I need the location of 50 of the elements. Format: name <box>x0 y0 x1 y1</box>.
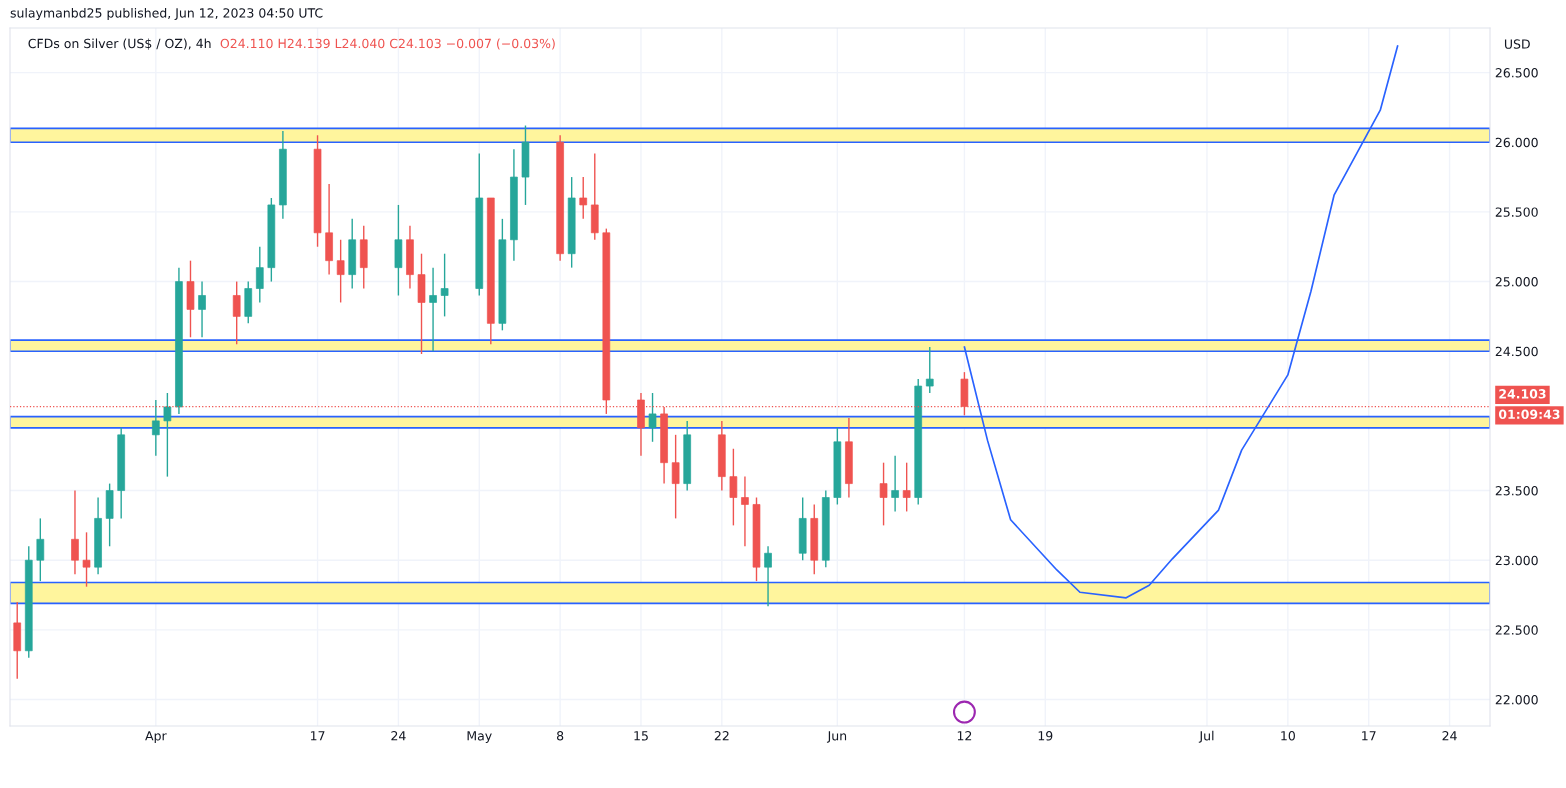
candlestick <box>925 346 934 394</box>
x-tick-label: 17 <box>310 731 325 741</box>
candlestick <box>764 545 772 607</box>
candlestick <box>579 176 588 220</box>
x-tick-label: 8 <box>557 731 564 741</box>
y-tick-label: 25.500 <box>1495 207 1538 217</box>
candlestick <box>255 246 264 304</box>
candlestick <box>440 253 449 318</box>
x-tick-label: 19 <box>1038 731 1053 741</box>
candlestick <box>648 392 657 443</box>
candlestick <box>902 461 911 513</box>
y-tick-label: 23.500 <box>1495 486 1538 496</box>
y-tick-label: 24.500 <box>1495 346 1538 357</box>
y-tick-label: 22.000 <box>1495 695 1538 705</box>
x-tick-label: 15 <box>634 731 648 741</box>
y-tick-label: 25.000 <box>1495 277 1538 287</box>
x-tick-label: 24 <box>391 731 406 741</box>
text: 01:09:43 <box>1498 409 1560 419</box>
candlestick <box>198 280 206 338</box>
x-tick-label: Jun <box>826 731 847 743</box>
candlestick <box>71 489 79 575</box>
candlestick <box>336 239 345 304</box>
candlestick <box>429 266 437 352</box>
x-tick-label: 10 <box>1281 731 1295 741</box>
candlestick <box>152 399 160 457</box>
y-tick-label: 22.500 <box>1495 625 1538 635</box>
candlestick <box>671 434 680 520</box>
candlestick <box>729 448 738 527</box>
text: CFDs on Silver (US$ / OZ), 4h <box>28 38 211 50</box>
candlestick <box>741 475 749 547</box>
text: O24.110 H24.139 L24.040 C24.103 −0.007 (−0.03%) <box>220 38 555 50</box>
x-tick-label: 17 <box>1362 731 1376 741</box>
candlestick <box>36 517 45 582</box>
y-tick-label: 23.000 <box>1495 555 1538 566</box>
candlestick <box>891 455 899 513</box>
y-axis-title: USD <box>1504 39 1530 49</box>
candlestick <box>82 531 91 588</box>
x-tick-label: May <box>467 731 492 743</box>
x-tick-label: 22 <box>714 731 729 741</box>
x-tick-label: 12 <box>957 731 972 741</box>
y-tick-label: 26.000 <box>1495 137 1538 148</box>
candlestick <box>879 461 888 527</box>
y-tick-label: 26.500 <box>1495 68 1538 78</box>
x-tick-label: Apr <box>145 731 167 743</box>
text: sulaymanbd25 published, Jun 12, 2023 04:50 UTC <box>10 7 323 21</box>
candlestick <box>163 392 172 478</box>
ref-line-label: 24.103 <box>1499 389 1546 399</box>
candlestick <box>232 280 241 345</box>
x-tick-label: 24 <box>1442 731 1457 741</box>
x-tick-label: Jul <box>1198 730 1214 743</box>
